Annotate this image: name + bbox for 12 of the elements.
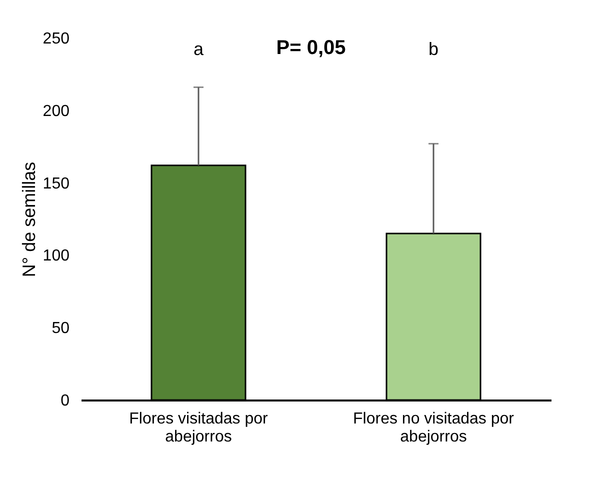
y-axis-title: N° de semillas: [18, 162, 39, 278]
annotation: P= 0,05: [276, 37, 346, 59]
y-tick-label: 200: [42, 102, 70, 120]
y-tick-label: 250: [42, 30, 70, 48]
x-tick-label: Flores no visitadas por abejorros: [353, 410, 515, 446]
y-tick-label: 150: [42, 175, 70, 192]
x-tick-label: Flores visitadas por abejorros: [129, 410, 269, 446]
annotation: b: [428, 39, 439, 59]
y-tick-label: 100: [42, 248, 70, 265]
annotation: a: [193, 39, 204, 59]
y-tick-label: 50: [52, 320, 70, 338]
y-tick-label: 0: [60, 392, 70, 410]
